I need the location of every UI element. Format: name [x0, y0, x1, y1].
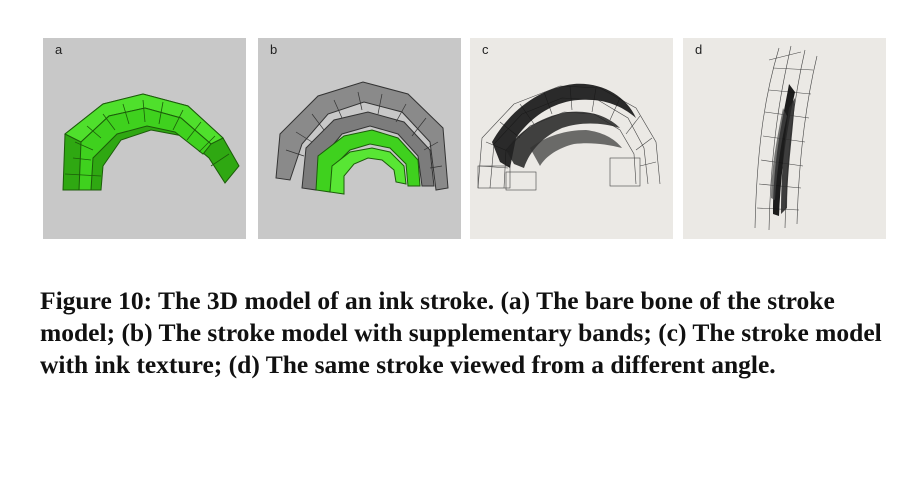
- figure-panel-d: d: [683, 38, 886, 239]
- panel-label-b: b: [270, 42, 278, 57]
- panel-label-c: c: [482, 42, 489, 57]
- panel-label-d: d: [695, 42, 703, 57]
- green-gray-stroke-with-bands-icon: [275, 81, 449, 195]
- figure-caption: Figure 10: The 3D model of an ink stroke…: [40, 286, 882, 379]
- ink-textured-stroke-icon: [477, 83, 661, 191]
- green-3d-stroke-skeleton-icon: [62, 93, 240, 191]
- panel-label-a: a: [55, 42, 63, 57]
- ink-stroke-side-view-icon: [754, 45, 818, 231]
- figure-panel-a: a: [43, 38, 246, 239]
- figure-panel-b: b: [258, 38, 461, 239]
- figure-panel-c: c: [470, 38, 673, 239]
